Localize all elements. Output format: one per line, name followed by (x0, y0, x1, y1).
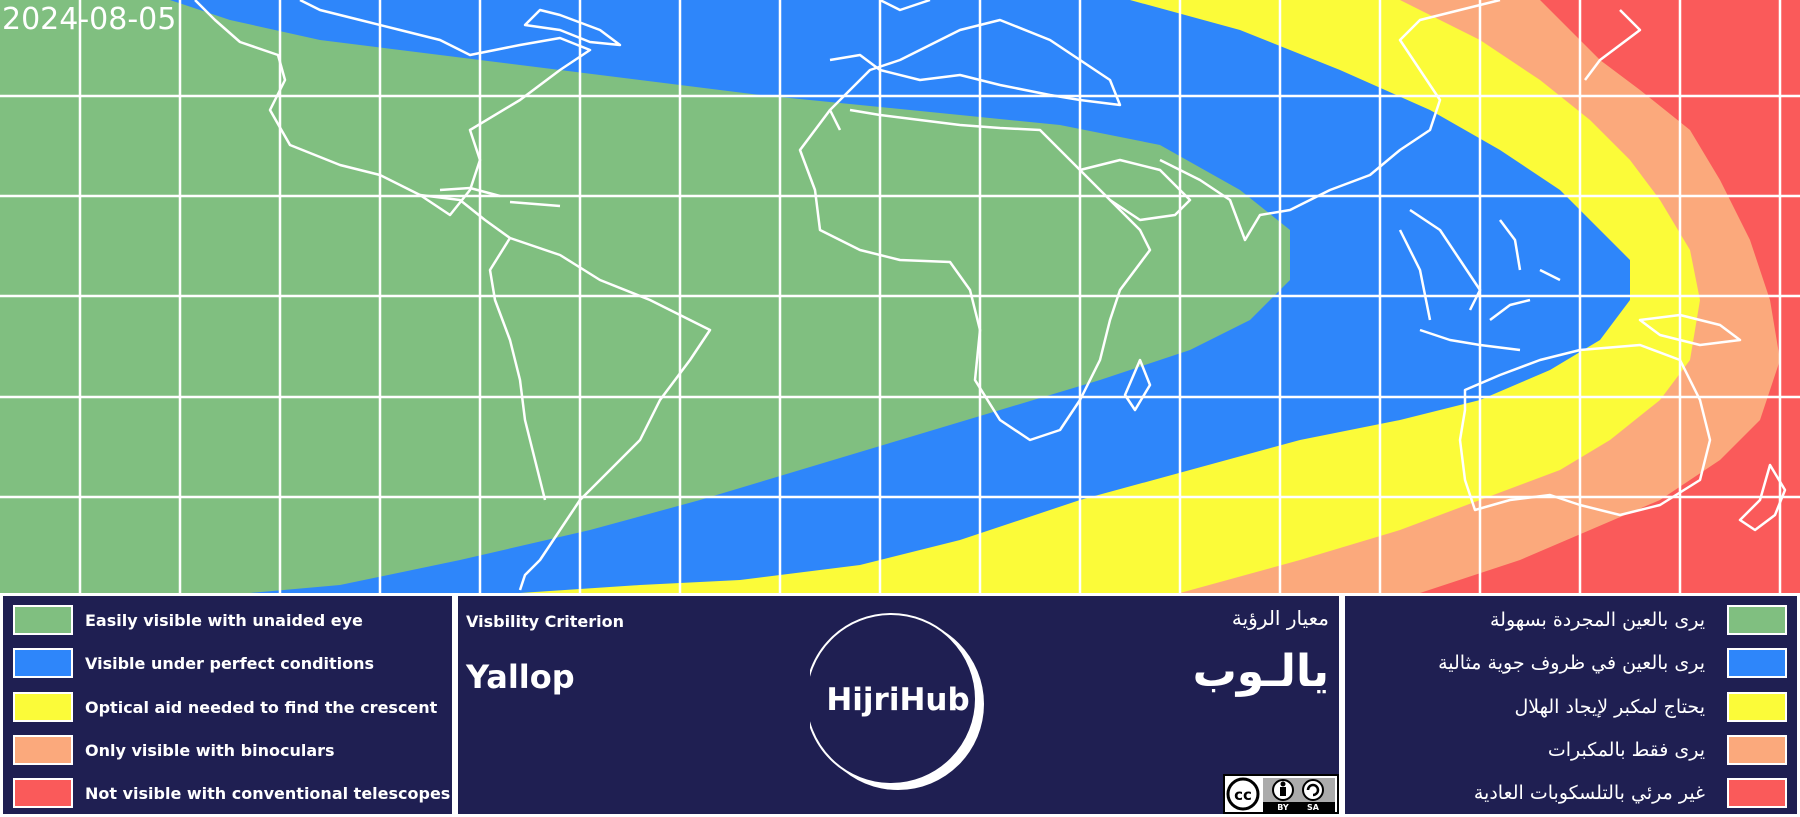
legend-label-ar: يرى بالعين في ظروف جوية مثالية (1438, 652, 1705, 674)
coastline-australia (1458, 343, 1712, 517)
coastline-cuba (439, 186, 561, 208)
legend-swatch-ar (1727, 648, 1787, 678)
legend-item: Not visible with conventional telescopes (13, 775, 450, 811)
coastline-philippines (1499, 219, 1522, 271)
criterion-panel: Visbility Criterion Yallop معيار الرؤية … (455, 593, 1342, 817)
legend-swatch (13, 692, 73, 722)
legend-swatch-ar (1727, 778, 1787, 808)
legend-label-ar: يرى فقط بالمكبرات (1547, 739, 1705, 761)
coastline-new-guinea (1638, 313, 1742, 347)
coastlines (194, 0, 1787, 591)
hijrihub-logo: HijriHub (805, 610, 996, 800)
coastline-gulf (419, 193, 511, 240)
legend-item: Visible under perfect conditions (13, 645, 374, 681)
legend-label-ar: يرى بالعين المجردة بسهولة (1490, 609, 1705, 631)
coastline-new-zealand (1738, 463, 1787, 532)
english-legend: Easily visible with unaided eye Visible u… (0, 593, 455, 817)
coastline-japan (1584, 9, 1642, 81)
legend-swatch (13, 735, 73, 765)
crescent-icon (805, 613, 984, 790)
coastline-north-america (194, 0, 592, 217)
coastline-southeast-asia (1398, 208, 1482, 321)
legend-label: Easily visible with unaided eye (85, 610, 363, 630)
graticule (0, 0, 1800, 593)
legend-label-ar: يحتاج لمكبر لإيجاد الهلال (1514, 696, 1705, 718)
legend-item: Optical aid needed to find the crescent (13, 689, 437, 725)
legend-label: Optical aid needed to find the crescent (85, 697, 438, 717)
legend-item-ar: يرى بالعين المجردة بسهولة (1490, 602, 1787, 638)
svg-text:cc: cc (1234, 786, 1252, 804)
coastline-india-asia (1159, 0, 1501, 242)
map-date: 2024-08-05 (2, 2, 177, 37)
coastline-arabia (1079, 158, 1192, 222)
legend-item-ar: يحتاج لمكبر لإيجاد الهلال (1514, 689, 1787, 725)
criterion-method-ar: يالـوب (1192, 646, 1329, 697)
cc-by-sa-icon[interactable]: cc BY SA (1223, 774, 1339, 814)
legend-label: Visible under perfect conditions (85, 653, 375, 673)
legend-swatch-ar (1727, 735, 1787, 765)
legend-swatch (13, 648, 73, 678)
legend-item-ar: يرى فقط بالمكبرات (1548, 732, 1787, 768)
logo-text: HijriHub (826, 682, 970, 718)
visibility-map (0, 0, 1800, 593)
legend-swatch-ar (1727, 692, 1787, 722)
criterion-method: Yallop (466, 658, 575, 696)
arabic-legend: يرى بالعين المجردة بسهولة يرى بالعين في ظ… (1342, 593, 1800, 817)
legend-swatch (13, 605, 73, 635)
cc-sa-text: SA (1307, 803, 1320, 812)
criterion-label: Visbility Criterion (466, 612, 625, 631)
legend-label: Not visible with conventional telescopes (85, 783, 451, 803)
coastline-madagascar (1123, 358, 1152, 412)
legend-swatch-ar (1727, 605, 1787, 635)
coastline-greenland (523, 8, 622, 47)
legend-item: Only visible with binoculars (13, 732, 335, 768)
legend-item: Easily visible with unaided eye (13, 602, 363, 638)
criterion-label-ar: معيار الرؤية (1231, 606, 1329, 630)
legend-label: Only visible with binoculars (85, 740, 335, 760)
legend-label-ar: غير مرئي بالتلسكوبات العادية (1473, 782, 1705, 804)
legend-item-ar: يرى بالعين في ظروف جوية مثالية (1438, 645, 1787, 681)
legend-item-ar: غير مرئي بالتلسكوبات العادية (1474, 775, 1787, 811)
coastline-africa (798, 108, 1152, 442)
coastline-europe (828, 0, 1122, 131)
cc-by-text: BY (1277, 803, 1289, 812)
coastline-south-america (488, 236, 712, 591)
legend-swatch (13, 778, 73, 808)
coastline-indonesia (1419, 268, 1561, 352)
